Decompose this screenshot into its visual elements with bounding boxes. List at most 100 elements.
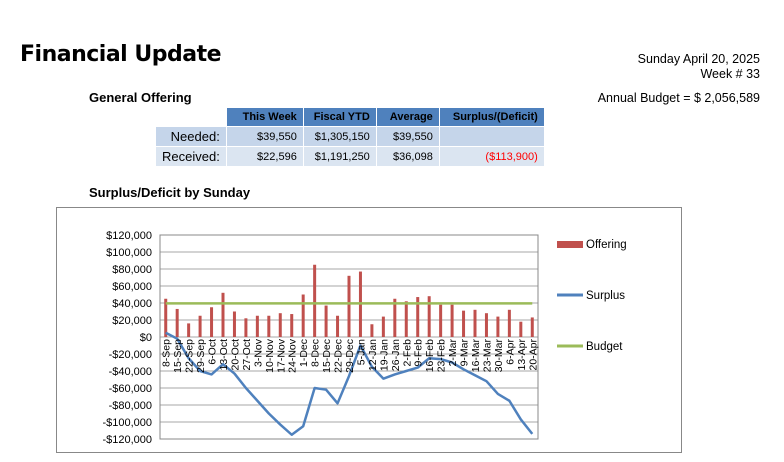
table-cell	[438, 126, 545, 147]
x-tick-label: 24-Nov	[287, 338, 299, 373]
x-tick-label: 29-Sep	[195, 339, 207, 373]
row-label: Needed:	[155, 126, 227, 147]
x-tick-label: 15-Dec	[321, 339, 333, 373]
offering-bar	[484, 313, 488, 337]
x-tick-label: 17-Nov	[275, 338, 287, 373]
x-tick-label: 8-Dec	[310, 339, 322, 367]
x-tick-label: 6-Oct	[207, 339, 219, 365]
table-cell: $39,550	[375, 126, 440, 147]
week-number: Week # 33	[700, 67, 760, 81]
x-tick-label: 9-Mar	[459, 338, 471, 366]
offering-bar	[244, 318, 248, 337]
offering-bar	[210, 307, 214, 337]
x-tick-label: 16-Feb	[424, 339, 436, 372]
col-fiscal-ytd: Fiscal YTD	[302, 107, 377, 127]
y-tick-label: -$60,000	[109, 383, 152, 395]
y-tick-label: $40,000	[112, 298, 152, 310]
offering-bar	[393, 298, 397, 337]
y-tick-label: $0	[140, 332, 152, 344]
offering-bar	[381, 316, 385, 337]
table-cell: $1,305,150	[302, 126, 377, 147]
y-tick-label: $120,000	[106, 230, 152, 242]
table-header-row: This Week Fiscal YTD Average Surplus/(De…	[155, 107, 545, 127]
offering-bar	[301, 294, 305, 337]
table-cell: $39,550	[225, 126, 304, 147]
x-tick-label: 13-Oct	[218, 339, 230, 371]
offering-bar	[221, 292, 225, 337]
row-label: Received:	[155, 146, 227, 167]
x-tick-label: 6-Apr	[504, 339, 516, 365]
x-tick-label: 23-Feb	[436, 339, 448, 372]
offering-bar	[370, 324, 374, 337]
x-tick-label: 29-Dec	[344, 339, 356, 373]
x-tick-label: 19-Jan	[378, 339, 390, 371]
date-block: Sunday April 20, 2025 Week # 33	[638, 52, 760, 82]
x-tick-label: 12-Jan	[367, 339, 379, 371]
col-surplus-deficit: Surplus/(Deficit)	[438, 107, 545, 127]
table-row-received: Received: $22,596 $1,191,250 $36,098 ($1…	[155, 146, 545, 167]
y-tick-label: -$100,000	[102, 417, 152, 429]
x-tick-label: 2-Mar	[447, 338, 459, 366]
surplus-line	[165, 331, 534, 436]
offering-bar	[530, 317, 534, 337]
x-tick-label: 10-Nov	[264, 338, 276, 373]
y-tick-label: -$20,000	[109, 349, 152, 361]
chart-frame: $120,000 $100,000 $80,000 $60,000 $40,000 $20…	[56, 207, 682, 453]
x-tick-label: 15-Sep	[172, 339, 184, 373]
y-tick-label: -$120,000	[102, 434, 152, 446]
offering-bar	[473, 309, 477, 337]
offering-bar	[278, 313, 282, 337]
surplus-deficit-chart: $120,000 $100,000 $80,000 $60,000 $40,000 $20…	[102, 230, 627, 446]
table-cell: $36,098	[375, 146, 440, 167]
x-tick-label: 5-Jan	[355, 339, 367, 365]
offering-bar	[496, 316, 500, 337]
x-tick-label: 27-Oct	[241, 339, 253, 371]
x-tick-label: 20-Apr	[527, 338, 539, 370]
offering-bar	[164, 298, 168, 337]
offering-table: This Week Fiscal YTD Average Surplus/(De…	[155, 107, 545, 167]
offering-bar	[290, 314, 294, 337]
legend-swatch	[557, 241, 583, 248]
chart-title: Surplus/Deficit by Sunday	[89, 185, 251, 200]
offering-bar	[267, 315, 271, 337]
col-average: Average	[375, 107, 440, 127]
header-blank-cell	[155, 107, 227, 127]
legend-label: Offering	[586, 239, 627, 251]
x-tick-label: 20-Oct	[229, 339, 241, 371]
report-date: Sunday April 20, 2025	[637, 52, 760, 66]
y-tick-label: $20,000	[112, 315, 152, 327]
offering-bar	[324, 305, 328, 337]
y-tick-label: $80,000	[112, 264, 152, 276]
offering-bar	[347, 275, 351, 337]
x-tick-label: 22-Dec	[333, 339, 345, 373]
offering-bar	[507, 309, 511, 337]
x-tick-label: 3-Nov	[252, 338, 264, 367]
offering-bar	[404, 301, 408, 337]
y-tick-label: $100,000	[106, 247, 152, 259]
offering-bar	[462, 310, 466, 337]
general-offering-heading: General Offering	[89, 90, 192, 105]
table-cell: $1,191,250	[302, 146, 377, 167]
legend-label: Surplus	[586, 290, 625, 302]
x-tick-label: 22-Sep	[184, 339, 196, 373]
x-tick-label: 30-Mar	[493, 339, 505, 373]
x-tick-label: 23-Mar	[481, 339, 493, 373]
x-tick-label: 9-Feb	[413, 339, 425, 367]
offering-bar	[416, 297, 420, 337]
offering-bar	[519, 321, 523, 337]
x-tick-label: 26-Jan	[390, 339, 402, 371]
offering-bar	[198, 315, 202, 337]
offering-bar	[427, 296, 431, 337]
offering-bar	[439, 304, 443, 337]
offering-bar	[187, 323, 191, 337]
page-title: Financial Update	[20, 42, 222, 67]
col-this-week: This Week	[225, 107, 304, 127]
x-tick-label: 2-Feb	[401, 339, 413, 367]
table-row-needed: Needed: $39,550 $1,305,150 $39,550	[155, 126, 545, 147]
x-tick-label: 13-Apr	[516, 338, 528, 370]
offering-bar	[232, 311, 236, 337]
offering-bar	[450, 304, 454, 337]
x-tick-label: 16-Mar	[470, 339, 482, 373]
legend-label: Budget	[586, 341, 623, 353]
table-cell: $22,596	[225, 146, 304, 167]
